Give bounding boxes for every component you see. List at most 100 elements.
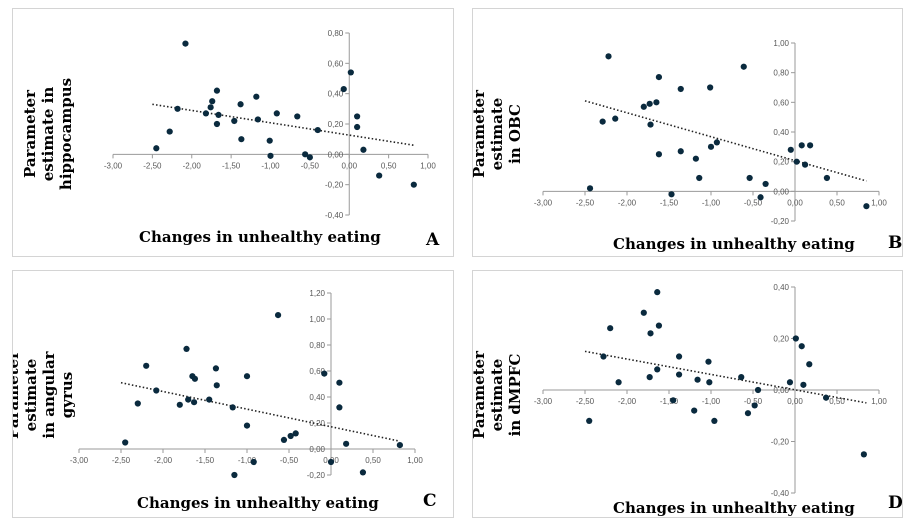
x-tick-label: 0,50 bbox=[381, 161, 397, 170]
x-tick-label: -2,00 bbox=[154, 456, 173, 465]
x-tick-label: 0,50 bbox=[829, 397, 845, 406]
data-point bbox=[654, 289, 661, 296]
x-tick-label: 0,50 bbox=[829, 198, 845, 207]
x-tick-label: -3,00 bbox=[70, 456, 89, 465]
data-point bbox=[182, 40, 189, 47]
data-point bbox=[354, 113, 361, 120]
x-tick-label: -0,50 bbox=[744, 397, 763, 406]
data-point bbox=[860, 451, 867, 458]
data-point bbox=[746, 174, 753, 182]
data-point bbox=[605, 53, 612, 60]
x-tick-label: -1,50 bbox=[660, 397, 679, 406]
data-point bbox=[670, 397, 677, 404]
data-point bbox=[600, 353, 607, 360]
data-point bbox=[280, 436, 288, 443]
data-point bbox=[166, 128, 173, 135]
data-point bbox=[586, 185, 594, 192]
y-tick-label: 0,40 bbox=[328, 90, 344, 99]
x-tick-label: 1,00 bbox=[420, 161, 436, 170]
data-point bbox=[274, 312, 282, 319]
y-tick-label: 1,20 bbox=[309, 289, 325, 298]
data-point bbox=[215, 111, 222, 118]
data-point bbox=[677, 85, 684, 93]
data-point bbox=[396, 442, 403, 449]
x-tick-label: -2,00 bbox=[183, 161, 202, 170]
data-point bbox=[250, 458, 257, 466]
x-tick-label: -2,50 bbox=[112, 456, 131, 465]
data-point bbox=[212, 365, 220, 372]
data-point bbox=[360, 146, 367, 153]
data-point bbox=[354, 123, 361, 131]
x-tick-label: -2,50 bbox=[143, 161, 162, 170]
data-point bbox=[798, 142, 805, 149]
data-point bbox=[183, 345, 190, 352]
x-tick-label: -2,00 bbox=[618, 397, 637, 406]
data-point bbox=[647, 330, 654, 337]
chart-panel-d: Parameter estimate in dMPFC -3,00 -2,50 -2… bbox=[472, 270, 903, 518]
y-tick-label: 0,80 bbox=[328, 29, 344, 38]
data-point bbox=[347, 69, 354, 76]
x-tick-label: 0,00 bbox=[787, 198, 803, 207]
y-tick-label: -0,20 bbox=[325, 181, 344, 190]
x-tick-label: -1,00 bbox=[238, 456, 257, 465]
data-point bbox=[792, 335, 799, 342]
scatter-plot-b: -3,00 -2,50 -2,00 -1,50 -1,00 -0,50 0,00 0,50 1,… bbox=[534, 39, 887, 226]
data-point bbox=[692, 155, 699, 162]
data-point bbox=[153, 387, 160, 394]
data-point bbox=[744, 410, 752, 417]
data-point bbox=[287, 432, 294, 440]
x-tick-label: 1,00 bbox=[407, 456, 423, 465]
data-point bbox=[314, 126, 321, 134]
data-point bbox=[762, 180, 769, 188]
y-tick-label: 0,00 bbox=[773, 386, 789, 395]
data-point bbox=[863, 203, 870, 210]
data-point bbox=[677, 148, 684, 155]
trend-line bbox=[584, 350, 867, 404]
data-point bbox=[243, 373, 251, 380]
x-tick-label: -1,00 bbox=[261, 161, 280, 170]
data-point bbox=[694, 376, 701, 383]
data-point bbox=[806, 361, 813, 368]
data-point bbox=[754, 386, 762, 394]
chart-panel-a: Parameter estimate in hippocampus -3,00-… bbox=[12, 8, 454, 257]
data-point bbox=[213, 120, 221, 128]
data-point bbox=[302, 151, 309, 158]
y-tick-label: 0,80 bbox=[773, 69, 789, 78]
x-tick-label: 0,00 bbox=[787, 397, 803, 406]
chart-panel-c: Parameter estimate in angular gyrus -3,0… bbox=[12, 270, 454, 518]
data-point bbox=[800, 381, 807, 388]
y-tick-label: -0,20 bbox=[771, 217, 790, 226]
x-axis-label-d: Changes in unhealthy eating bbox=[613, 499, 855, 517]
data-point bbox=[266, 137, 273, 144]
trend-line bbox=[584, 100, 867, 182]
data-point bbox=[607, 325, 614, 332]
data-point bbox=[707, 143, 715, 150]
data-point bbox=[640, 103, 647, 110]
y-tick-label: 0,40 bbox=[773, 283, 789, 292]
data-point bbox=[586, 417, 593, 424]
data-point bbox=[707, 84, 714, 91]
x-axis-label-c: Changes in unhealthy eating bbox=[137, 494, 379, 512]
data-point bbox=[254, 116, 261, 123]
data-point bbox=[647, 121, 654, 128]
x-tick-label: 1,00 bbox=[871, 397, 887, 406]
y-tick-label: 0,00 bbox=[773, 187, 789, 196]
scatter-plot-d: -3,00 -2,50 -2,00 -1,50 -1,00 -0,50 0,00 0,50 1,… bbox=[534, 283, 887, 498]
data-point bbox=[807, 142, 814, 149]
data-point bbox=[229, 404, 236, 411]
x-tick-label: -2,50 bbox=[576, 397, 595, 406]
data-point bbox=[343, 440, 350, 447]
data-point bbox=[206, 396, 213, 403]
data-point bbox=[786, 379, 794, 386]
data-point bbox=[787, 146, 794, 153]
y-tick-label: -0,20 bbox=[771, 438, 790, 447]
panel-label-a: A bbox=[426, 230, 440, 250]
y-tick-label: 1,00 bbox=[309, 315, 325, 324]
data-point bbox=[646, 374, 653, 381]
x-tick-label: -1,00 bbox=[702, 397, 721, 406]
data-point bbox=[176, 401, 183, 408]
data-point bbox=[238, 136, 245, 143]
data-point bbox=[615, 379, 622, 386]
data-point bbox=[675, 353, 683, 360]
x-tick-label: -2,00 bbox=[618, 198, 637, 207]
